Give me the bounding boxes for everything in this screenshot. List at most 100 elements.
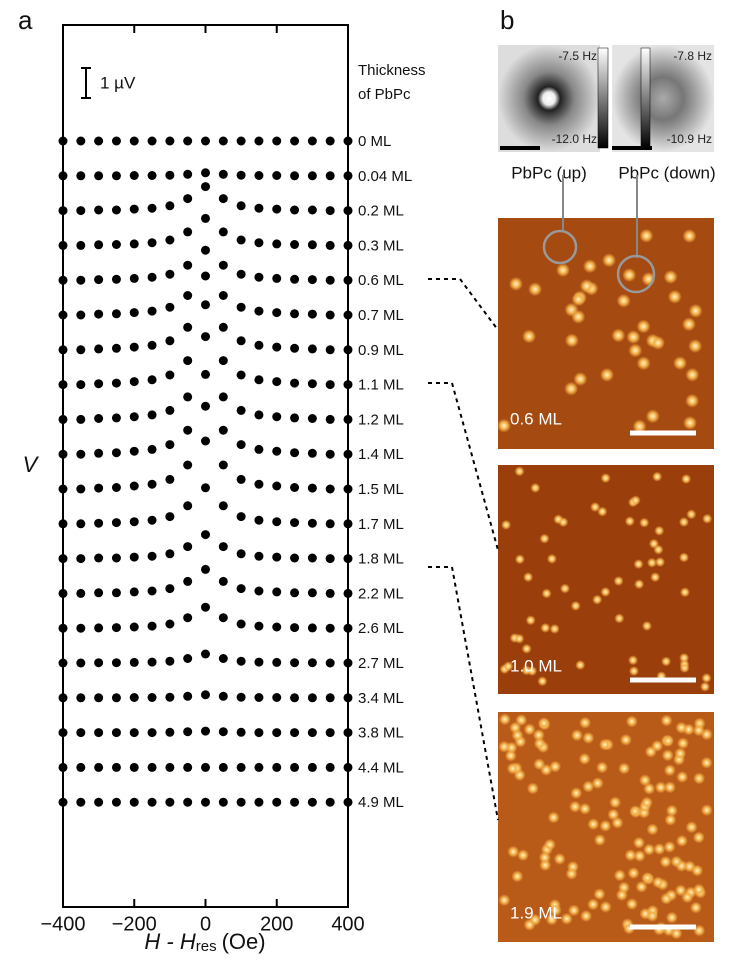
legend-label: 3.4 ML [358, 690, 404, 707]
stm-spot [679, 587, 690, 598]
data-point [94, 344, 104, 354]
data-point [147, 728, 157, 738]
stm-spot [602, 253, 617, 268]
data-point [236, 170, 246, 180]
data-point [343, 414, 353, 424]
data-point [58, 762, 68, 772]
scale-bar [500, 146, 540, 150]
stm-spot [685, 393, 700, 408]
data-point [183, 762, 193, 772]
data-point [129, 446, 139, 456]
panel-label: b [500, 5, 514, 35]
data-point [76, 554, 86, 564]
data-point [254, 586, 264, 596]
stm-spot [553, 852, 566, 865]
stm-spot [701, 673, 712, 684]
stm-spot [596, 761, 609, 774]
stm-spot [663, 781, 676, 794]
data-point [254, 203, 264, 213]
stm-spot [681, 474, 692, 485]
stm-spot [643, 843, 656, 856]
data-point [272, 728, 282, 738]
data-point [76, 414, 86, 424]
stm-spot [643, 782, 656, 795]
stm-spot [650, 572, 661, 583]
data-point [290, 518, 300, 528]
data-point [76, 693, 86, 703]
data-point [325, 171, 335, 181]
stm-spot [625, 715, 638, 728]
data-point [76, 658, 86, 668]
colorbar [597, 47, 609, 149]
stm-spot [670, 855, 683, 868]
data-point [290, 240, 300, 249]
stm-spot [654, 781, 667, 794]
data-point [218, 356, 228, 366]
scale-bar [612, 146, 652, 150]
stm-spot [630, 495, 641, 506]
x-axis-label: H - Hres (Oe) [144, 929, 265, 955]
data-point [272, 171, 282, 180]
data-point [307, 414, 317, 423]
data-point [254, 479, 264, 489]
data-point [307, 344, 317, 354]
data-point [165, 370, 175, 380]
colorbar-max: -7.8 Hz [673, 49, 712, 63]
data-point [147, 657, 157, 667]
data-point [325, 449, 335, 459]
stm-spot [663, 840, 676, 853]
stm-spot [619, 733, 632, 746]
data-point [111, 693, 121, 703]
data-point [218, 654, 228, 663]
data-point [76, 484, 86, 494]
data-point [111, 240, 121, 249]
stm-spot [537, 717, 550, 730]
data-point [76, 171, 86, 181]
data-point [183, 460, 193, 470]
stm-spot [582, 259, 597, 274]
data-point [183, 227, 193, 237]
data-point [325, 623, 335, 633]
stm-spot [646, 909, 659, 922]
stm-spot [593, 833, 606, 846]
data-point [290, 309, 300, 319]
data-point [129, 239, 139, 249]
x-tick-label: 400 [331, 913, 364, 935]
data-point [94, 136, 104, 146]
legend-label: 1.2 ML [358, 411, 404, 428]
data-point [76, 345, 86, 355]
x-label-main: H - H [144, 929, 195, 954]
data-point [165, 549, 175, 559]
data-point [218, 576, 228, 586]
stm-spot [570, 787, 583, 800]
data-point [111, 623, 121, 633]
data-point [147, 479, 157, 489]
data-point [165, 235, 175, 245]
data-point [254, 551, 264, 561]
stm-spot [676, 737, 689, 750]
data-point [343, 380, 353, 390]
data-point [236, 797, 246, 807]
data-point [343, 693, 353, 703]
data-point [147, 340, 157, 350]
scale-bar-label: 1 µV [100, 73, 136, 92]
stm-spot [592, 594, 603, 605]
data-point [201, 762, 210, 772]
data-point [343, 171, 353, 181]
data-point [183, 136, 193, 146]
stm-spot [526, 782, 539, 795]
data-point [111, 483, 121, 492]
stm-spot [633, 836, 646, 849]
stm-spot [539, 533, 550, 544]
afm-image-down [612, 45, 714, 152]
data-point [236, 619, 246, 629]
stm-spot [580, 909, 593, 922]
data-point [307, 728, 317, 738]
data-point [183, 797, 193, 807]
stm-spot [632, 419, 647, 434]
x-tick-label: −200 [112, 913, 157, 935]
data-point [307, 588, 317, 598]
data-point [94, 518, 104, 528]
data-point [343, 484, 353, 494]
data-point [236, 656, 246, 666]
